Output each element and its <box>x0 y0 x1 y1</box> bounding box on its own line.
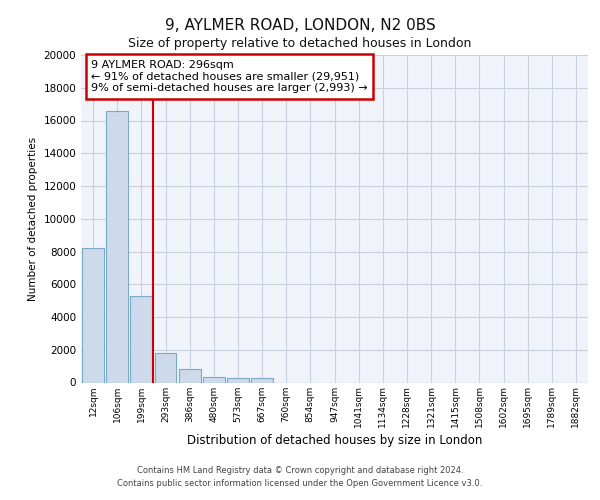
Bar <box>130 296 152 382</box>
Text: Size of property relative to detached houses in London: Size of property relative to detached ho… <box>128 38 472 51</box>
Bar <box>82 248 104 382</box>
X-axis label: Distribution of detached houses by size in London: Distribution of detached houses by size … <box>187 434 482 448</box>
Bar <box>251 378 273 382</box>
Bar <box>106 110 128 382</box>
Bar <box>227 378 249 382</box>
Bar <box>203 377 224 382</box>
Text: 9 AYLMER ROAD: 296sqm
← 91% of detached houses are smaller (29,951)
9% of semi-d: 9 AYLMER ROAD: 296sqm ← 91% of detached … <box>91 60 368 93</box>
Bar <box>179 370 200 382</box>
Text: 9, AYLMER ROAD, LONDON, N2 0BS: 9, AYLMER ROAD, LONDON, N2 0BS <box>164 18 436 32</box>
Y-axis label: Number of detached properties: Number of detached properties <box>28 136 38 301</box>
Text: Contains HM Land Registry data © Crown copyright and database right 2024.
Contai: Contains HM Land Registry data © Crown c… <box>118 466 482 487</box>
Bar <box>155 353 176 382</box>
